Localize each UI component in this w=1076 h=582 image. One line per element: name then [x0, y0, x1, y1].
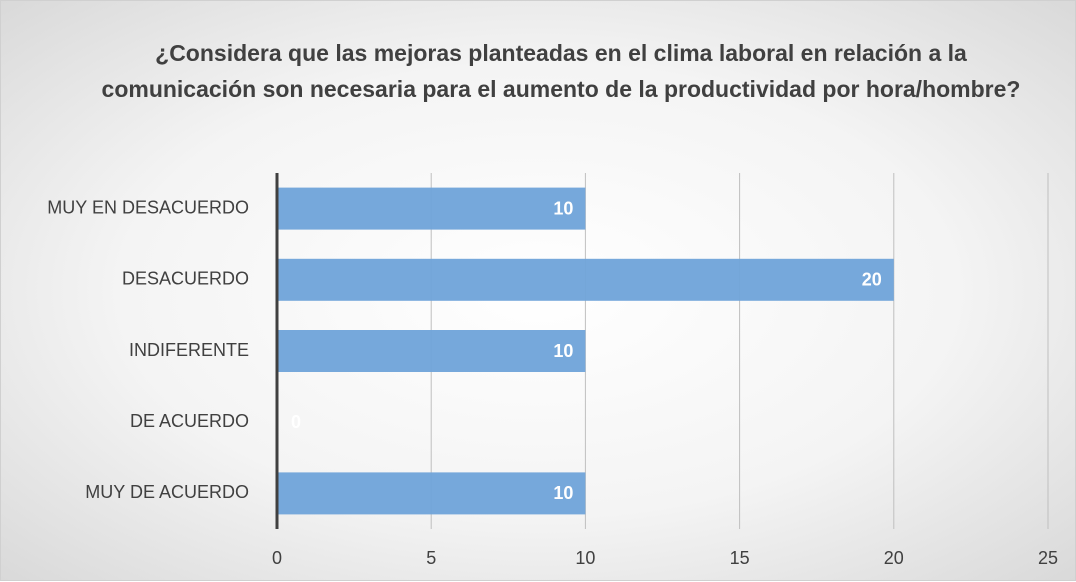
bar — [277, 258, 894, 301]
bar — [277, 472, 586, 515]
y-tick-label: INDIFERENTE — [129, 340, 249, 360]
y-tick-label: DESACUERDO — [122, 269, 249, 289]
chart-title: ¿Considera que las mejoras planteadas en… — [101, 40, 1021, 102]
data-label: 10 — [553, 341, 573, 361]
x-tick-label: 25 — [1038, 548, 1058, 568]
data-label: 10 — [553, 198, 573, 218]
x-tick-label: 0 — [272, 548, 282, 568]
y-tick-label: DE ACUERDO — [130, 411, 249, 431]
data-label: 10 — [553, 483, 573, 503]
x-tick-label: 20 — [884, 548, 904, 568]
y-tick-label: MUY EN DESACUERDO — [47, 197, 249, 217]
bar — [277, 330, 586, 372]
x-tick-label: 15 — [730, 548, 750, 568]
data-label: 20 — [862, 270, 882, 290]
bar — [277, 187, 586, 230]
data-label: 0 — [291, 412, 301, 432]
x-tick-label: 5 — [426, 548, 436, 568]
y-tick-label: MUY DE ACUERDO — [85, 482, 249, 502]
x-tick-label: 10 — [575, 548, 595, 568]
